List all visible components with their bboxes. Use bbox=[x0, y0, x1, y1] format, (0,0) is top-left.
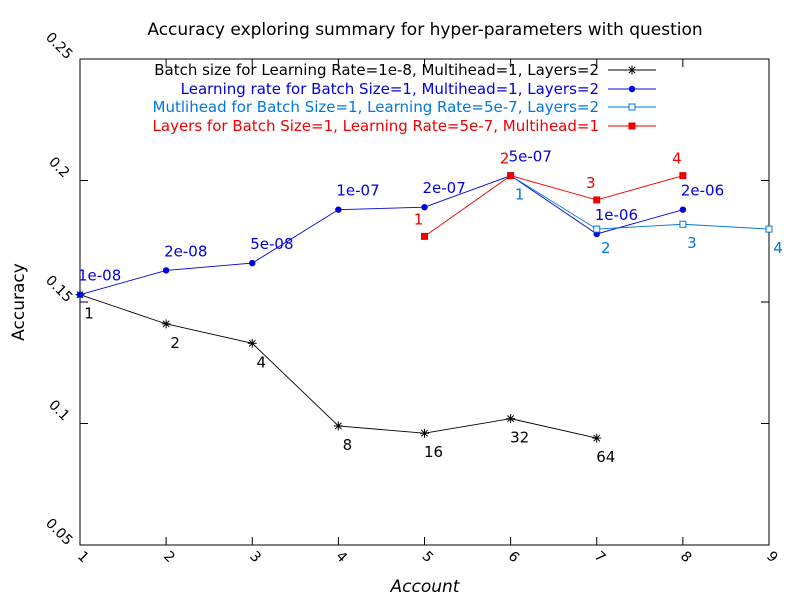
data-point bbox=[627, 65, 637, 75]
data-point bbox=[421, 232, 428, 240]
legend-label: Learning rate for Batch Size=1, Multihea… bbox=[181, 80, 599, 98]
data-label: 4 bbox=[773, 239, 783, 257]
data-point bbox=[333, 421, 343, 431]
data-label: 1 bbox=[414, 210, 424, 228]
series-line bbox=[79, 175, 683, 296]
data-point bbox=[628, 103, 636, 111]
data-point bbox=[679, 172, 687, 180]
data-label: 2 bbox=[500, 150, 510, 168]
data-label: 1 bbox=[84, 305, 94, 323]
data-label: 64 bbox=[596, 448, 615, 466]
y-tick-label: 0.05 bbox=[42, 515, 75, 548]
data-label: 1e-07 bbox=[336, 182, 379, 200]
data-label: 8 bbox=[343, 436, 353, 454]
data-point bbox=[76, 291, 84, 298]
data-label: 32 bbox=[510, 429, 529, 447]
y-axis-label: Accuracy bbox=[9, 263, 29, 341]
data-label: 3 bbox=[586, 174, 596, 192]
data-point-stroke bbox=[248, 339, 256, 347]
series-line bbox=[79, 294, 597, 439]
y-tick-label: 0.2 bbox=[45, 154, 72, 181]
series-1: 1 2 4 8 16 32 64 bbox=[75, 290, 615, 466]
x-axis-label: Account bbox=[390, 577, 461, 597]
data-label: 5e-08 bbox=[250, 235, 293, 253]
data-point bbox=[628, 85, 636, 93]
legend-item: Batch size for Learning Rate=1e-8, Multi… bbox=[154, 61, 656, 79]
data-label: 1 bbox=[515, 186, 525, 204]
x-tick-label: 4 bbox=[332, 548, 350, 566]
x-tick-label: 6 bbox=[505, 548, 523, 566]
data-point bbox=[249, 259, 256, 267]
data-point bbox=[506, 414, 516, 424]
y-tick-label: 0.25 bbox=[42, 29, 75, 62]
data-point-stroke bbox=[628, 66, 636, 74]
chart-title: Accuracy exploring summary for hyper-par… bbox=[147, 20, 702, 40]
data-point-stroke bbox=[334, 422, 342, 430]
data-point bbox=[420, 428, 429, 438]
data-point bbox=[161, 319, 171, 329]
data-point bbox=[679, 206, 687, 213]
data-point bbox=[507, 172, 515, 180]
data-label: 2e-06 bbox=[681, 182, 724, 200]
y-tick-label: 0.15 bbox=[42, 272, 75, 305]
data-point-stroke bbox=[420, 429, 429, 437]
data-label: 4 bbox=[256, 353, 266, 371]
data-label: 1e-08 bbox=[78, 267, 121, 285]
legend-label: Batch size for Learning Rate=1e-8, Multi… bbox=[154, 61, 599, 79]
data-label: 2e-08 bbox=[164, 242, 207, 260]
legend-item: Mutlihead for Batch Size=1, Learning Rat… bbox=[153, 98, 656, 116]
data-point bbox=[593, 196, 601, 204]
legend-label: Mutlihead for Batch Size=1, Learning Rat… bbox=[153, 98, 599, 116]
data-label: 16 bbox=[424, 443, 443, 461]
x-tick-label: 7 bbox=[591, 548, 609, 566]
data-point bbox=[421, 204, 428, 211]
data-point bbox=[335, 206, 342, 213]
data-label: 2 bbox=[601, 239, 611, 257]
x-tick-label: 2 bbox=[160, 548, 178, 566]
series-line bbox=[424, 175, 683, 237]
series-3: 1 2 3 4 bbox=[507, 172, 783, 257]
series-2: 1e-08 2e-08 5e-08 1e-07 2e-07 5e-07 1e-06 2e-06 bbox=[76, 148, 724, 298]
data-point-stroke bbox=[593, 434, 601, 442]
data-point bbox=[679, 220, 687, 228]
data-point bbox=[593, 225, 601, 233]
data-point bbox=[592, 433, 602, 443]
x-tick-label: 9 bbox=[763, 548, 781, 566]
data-label: 2 bbox=[170, 334, 180, 352]
data-label: 5e-07 bbox=[509, 148, 552, 166]
data-point bbox=[765, 225, 773, 233]
legend-item: Layers for Batch Size=1, Learning Rate=5… bbox=[153, 117, 656, 135]
data-label: 4 bbox=[672, 150, 682, 168]
legend-item: Learning rate for Batch Size=1, Multihea… bbox=[181, 80, 656, 98]
data-point-stroke bbox=[507, 415, 515, 423]
legend: Batch size for Learning Rate=1e-8, Multi… bbox=[153, 61, 656, 135]
data-point-stroke bbox=[162, 320, 170, 328]
data-label: 3 bbox=[687, 234, 697, 252]
series-line bbox=[510, 175, 770, 230]
data-label: 1e-06 bbox=[595, 206, 638, 224]
y-tick-label: 0.1 bbox=[45, 397, 72, 424]
x-tick-label: 3 bbox=[246, 548, 264, 566]
legend-label: Layers for Batch Size=1, Learning Rate=5… bbox=[153, 117, 599, 135]
data-point bbox=[162, 267, 170, 274]
x-tick-label: 8 bbox=[677, 548, 695, 566]
data-label: 2e-07 bbox=[423, 179, 466, 197]
data-point bbox=[628, 122, 636, 130]
data-point bbox=[247, 338, 257, 348]
x-tick-label: 1 bbox=[74, 548, 92, 566]
x-tick-label: 5 bbox=[419, 548, 437, 566]
